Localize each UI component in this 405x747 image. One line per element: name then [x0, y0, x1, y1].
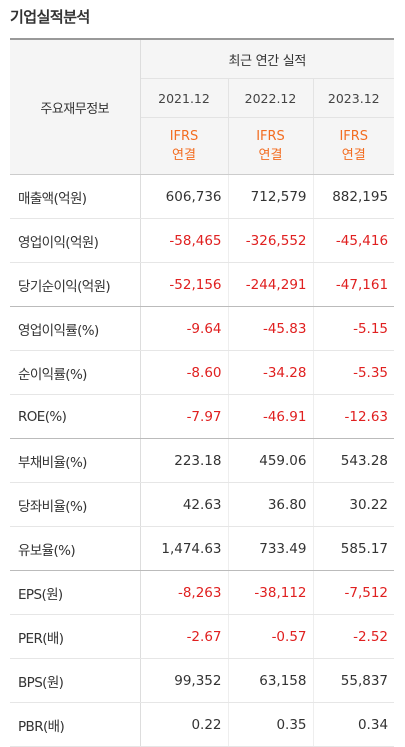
table-row: PER(배) -2.67 -0.57 -2.52 [10, 614, 395, 659]
row-label[interactable]: 영업이익(억원) [10, 218, 141, 263]
value-cell: 36.80 [227, 482, 314, 527]
value-cell: -5.15 [313, 306, 395, 351]
table-row: 부채비율(%) 223.18 459.06 543.28 [10, 438, 395, 483]
year-header: 2021.12 [140, 78, 228, 118]
standard-consolidated: 연결 [341, 148, 366, 163]
table-row: ROE(%) -7.97 -46.91 -12.63 [10, 394, 395, 439]
section-title: 기업실적분석 [10, 8, 90, 26]
table-row: 순이익률(%) -8.60 -34.28 -5.35 [10, 350, 395, 395]
row-label[interactable]: 당기순이익(억원) [10, 262, 141, 307]
table-row: 당기순이익(억원) -52,156 -244,291 -47,161 [10, 262, 395, 307]
value-cell: -45.83 [227, 306, 314, 351]
value-cell: -2.67 [140, 614, 228, 659]
value-cell: -47,161 [313, 262, 395, 307]
row-label[interactable]: 매출액(억원) [10, 174, 141, 219]
row-label[interactable]: ROE(%) [10, 394, 141, 439]
table-row: EPS(원) -8,263 -38,112 -7,512 [10, 570, 395, 615]
value-cell: -7,512 [313, 570, 395, 615]
value-cell: 63,158 [227, 658, 314, 703]
table-row: 매출액(억원) 606,736 712,579 882,195 [10, 174, 395, 219]
row-label[interactable]: 유보율(%) [10, 526, 141, 571]
value-cell: -58,465 [140, 218, 228, 263]
financial-rows: 매출액(억원) 606,736 712,579 882,195 영업이익(억원) -58,… [10, 174, 395, 747]
value-cell: -12.63 [313, 394, 395, 439]
accounting-standard-header: IFRS 연결 [140, 117, 228, 175]
value-cell: -8,263 [140, 570, 228, 615]
row-label[interactable]: BPS(원) [10, 658, 141, 703]
value-cell: 55,837 [313, 658, 395, 703]
value-cell: 712,579 [227, 174, 314, 219]
header-row-group: 주요재무정보 최근 연간 실적 [10, 38, 395, 175]
year-header: 2022.12 [227, 78, 314, 118]
value-cell: 606,736 [140, 174, 228, 219]
standard-consolidated: 연결 [258, 148, 283, 163]
row-label[interactable]: 영업이익률(%) [10, 306, 141, 351]
value-cell: -9.64 [140, 306, 228, 351]
table-row: 유보율(%) 1,474.63 733.49 585.17 [10, 526, 395, 571]
value-cell: -5.35 [313, 350, 395, 395]
row-label[interactable]: EPS(원) [10, 570, 141, 615]
value-cell: -0.57 [227, 614, 314, 659]
value-cell: 0.35 [227, 702, 314, 747]
value-cell: 882,195 [313, 174, 395, 219]
table-row: 영업이익(억원) -58,465 -326,552 -45,416 [10, 218, 395, 263]
value-cell: -46.91 [227, 394, 314, 439]
value-cell: -244,291 [227, 262, 314, 307]
header-row-years: 2021.12 2022.12 2023.12 [10, 78, 395, 118]
value-cell: -52,156 [140, 262, 228, 307]
value-cell: 30.22 [313, 482, 395, 527]
financial-summary-table: 주요재무정보 최근 연간 실적 2021.12 2022.12 2023.12 … [10, 38, 395, 747]
value-cell: 1,474.63 [140, 526, 228, 571]
value-cell: 42.63 [140, 482, 228, 527]
value-cell: 733.49 [227, 526, 314, 571]
value-cell: -8.60 [140, 350, 228, 395]
value-cell: 459.06 [227, 438, 314, 483]
value-cell: -38,112 [227, 570, 314, 615]
value-cell: -45,416 [313, 218, 395, 263]
table-row: PBR(배) 0.22 0.35 0.34 [10, 702, 395, 747]
year-header: 2023.12 [313, 78, 395, 118]
value-cell: -34.28 [227, 350, 314, 395]
value-cell: 99,352 [140, 658, 228, 703]
accounting-standard-header: IFRS 연결 [227, 117, 314, 175]
standard-ifrs: IFRS [256, 129, 285, 144]
table-row: BPS(원) 99,352 63,158 55,837 [10, 658, 395, 703]
row-label[interactable]: PER(배) [10, 614, 141, 659]
value-cell: -326,552 [227, 218, 314, 263]
value-cell: -7.97 [140, 394, 228, 439]
standard-consolidated: 연결 [172, 148, 196, 163]
value-cell: 585.17 [313, 526, 395, 571]
recent-annual-header: 최근 연간 실적 [140, 38, 395, 79]
row-label[interactable]: 부채비율(%) [10, 438, 141, 483]
value-cell: 0.22 [140, 702, 228, 747]
standard-ifrs: IFRS [169, 129, 199, 144]
value-cell: 223.18 [140, 438, 228, 483]
table-row: 당좌비율(%) 42.63 36.80 30.22 [10, 482, 395, 527]
value-cell: 543.28 [313, 438, 395, 483]
header-row-standards: IFRS 연결 IFRS 연결 IFRS 연결 [10, 117, 395, 175]
value-cell: 0.34 [313, 702, 395, 747]
accounting-standard-header: IFRS 연결 [313, 117, 395, 175]
row-label-header: 주요재무정보 [10, 38, 141, 175]
row-label[interactable]: 순이익률(%) [10, 350, 141, 395]
standard-ifrs: IFRS [339, 129, 369, 144]
table-row: 영업이익률(%) -9.64 -45.83 -5.15 [10, 306, 395, 351]
row-label[interactable]: PBR(배) [10, 702, 141, 747]
row-label[interactable]: 당좌비율(%) [10, 482, 141, 527]
value-cell: -2.52 [313, 614, 395, 659]
